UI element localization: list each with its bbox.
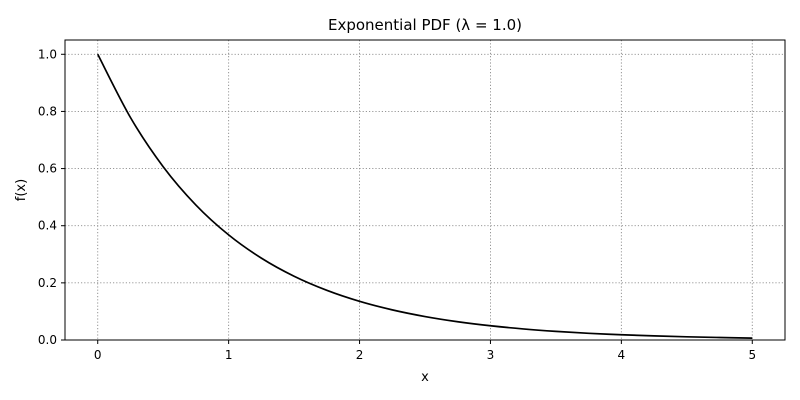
y-tick-label: 0.8	[38, 104, 57, 118]
y-axis-label: f(x)	[14, 179, 29, 201]
x-tick-label: 4	[618, 348, 626, 362]
plot-frame	[64, 39, 786, 341]
grid	[65, 40, 785, 341]
x-axis-label: x	[421, 370, 429, 385]
series-line-0	[96, 53, 753, 339]
y-tick-label: 0.6	[38, 162, 57, 176]
series-layer	[96, 53, 753, 339]
chart-title: Exponential PDF (λ = 1.0)	[328, 16, 522, 34]
x-tick-label: 2	[356, 348, 364, 362]
y-axis: 0.0 0.2 0.4 0.6 0.8 1.0	[38, 47, 65, 347]
x-tick-label: 0	[94, 348, 102, 362]
x-tick-label: 3	[487, 348, 495, 362]
y-tick-label: 0.4	[38, 219, 57, 233]
x-tick-label: 5	[748, 348, 756, 362]
y-tick-label: 0.2	[38, 276, 57, 290]
y-tick-label: 0.0	[38, 333, 57, 347]
y-tick-label: 1.0	[38, 47, 57, 61]
x-tick-label: 1	[225, 348, 233, 362]
x-axis: 0 1 2 3 4 5	[94, 340, 756, 362]
